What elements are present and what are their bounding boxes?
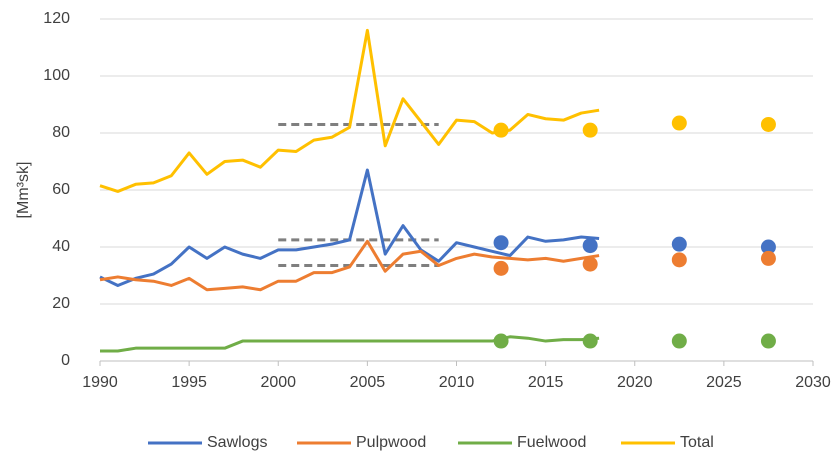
- projection-point: [671, 115, 687, 131]
- projection-point: [760, 116, 776, 132]
- legend-label: Fuelwood: [517, 434, 586, 451]
- projection-point: [671, 236, 687, 252]
- y-tick-label: 60: [52, 181, 70, 198]
- y-tick-label: 120: [43, 10, 70, 27]
- projection-point: [671, 333, 687, 349]
- projection-point: [493, 260, 509, 276]
- x-tick-label: 2005: [350, 374, 386, 391]
- legend-label: Total: [680, 434, 714, 451]
- projection-point: [582, 256, 598, 272]
- x-tick-label: 2010: [439, 374, 475, 391]
- projection-point: [671, 252, 687, 268]
- projection-point: [493, 235, 509, 251]
- y-tick-label: 80: [52, 124, 70, 141]
- projection-point: [760, 250, 776, 266]
- y-tick-label: 0: [61, 352, 70, 369]
- series-line: [99, 239, 600, 292]
- x-tick-label: 2025: [706, 374, 742, 391]
- y-tick-label: 40: [52, 238, 70, 255]
- projection-point: [493, 122, 509, 138]
- x-tick-label: 1990: [82, 374, 118, 391]
- projection-point: [582, 238, 598, 254]
- x-tick-label: 2015: [528, 374, 564, 391]
- y-tick-label: 100: [43, 67, 70, 84]
- x-tick-label: 1995: [171, 374, 207, 391]
- projection-point: [493, 333, 509, 349]
- x-tick-label: 2000: [260, 374, 296, 391]
- x-tick-label: 2020: [617, 374, 653, 391]
- legend-label: Pulpwood: [356, 434, 426, 451]
- y-axis-label: [Mm³sk]: [15, 162, 32, 219]
- y-tick-label: 20: [52, 295, 70, 312]
- projection-point: [582, 333, 598, 349]
- series-line: [99, 28, 600, 193]
- projection-point: [760, 333, 776, 349]
- legend-label: Sawlogs: [207, 434, 267, 451]
- series-line: [100, 335, 600, 353]
- projection-point: [582, 122, 598, 138]
- series-line: [99, 168, 600, 287]
- x-tick-label: 2030: [795, 374, 831, 391]
- projection-point: [760, 239, 776, 255]
